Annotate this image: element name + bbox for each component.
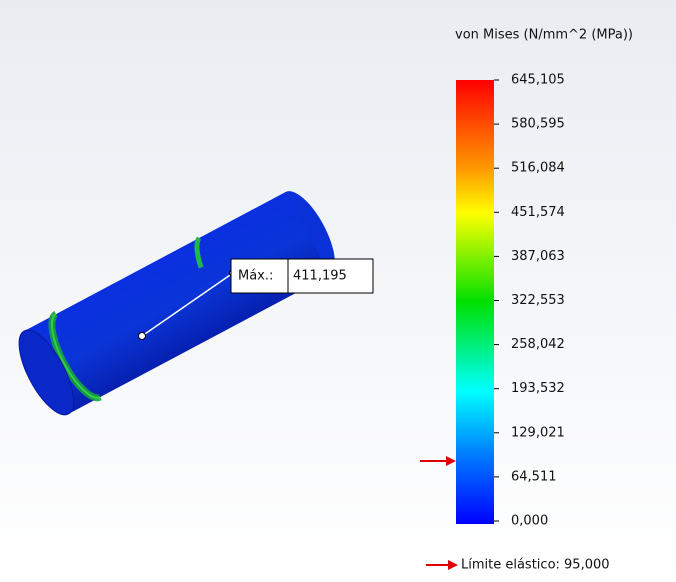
tick-label: 645,105: [511, 73, 565, 88]
color-scale: [456, 80, 494, 524]
yield-label: Límite elástico: 95,000: [461, 558, 610, 573]
tick-label: 0,000: [511, 514, 548, 529]
tick-label: 129,021: [511, 425, 565, 440]
tick-label: 258,042: [511, 337, 565, 352]
viewport: Máx.: 411,195 von Mises (N/mm^2 (MPa)) 6…: [0, 0, 676, 582]
tick-label: 387,063: [511, 249, 565, 264]
tick-label: 193,532: [511, 381, 565, 396]
tick-label: 516,084: [511, 161, 565, 176]
tick-label: 580,595: [511, 117, 565, 132]
legend-title: von Mises (N/mm^2 (MPa)): [455, 28, 633, 43]
tick-label: 322,553: [511, 293, 565, 308]
probe-point: [139, 333, 146, 340]
probe-label: Máx.:: [238, 269, 273, 284]
tick-label: 64,511: [511, 469, 557, 484]
probe-value: 411,195: [293, 269, 347, 284]
tick-label: 451,574: [511, 205, 565, 220]
